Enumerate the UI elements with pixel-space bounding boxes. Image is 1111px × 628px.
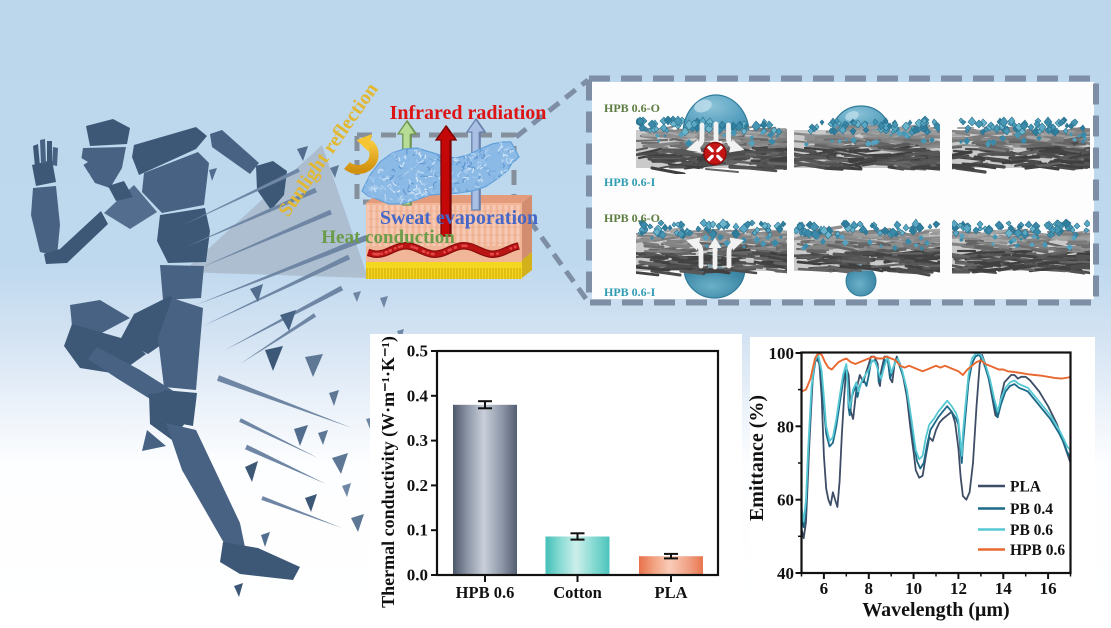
svg-text:10: 10 [905,579,922,598]
svg-text:HPB 0.6: HPB 0.6 [1010,542,1065,559]
svg-text:40: 40 [777,564,794,583]
svg-text:100: 100 [769,344,795,363]
svg-text:60: 60 [777,491,794,510]
svg-text:16: 16 [1040,579,1057,598]
svg-text:0.1: 0.1 [407,521,428,540]
svg-text:Heat conduction: Heat conduction [321,227,455,248]
svg-text:Infrared radiation: Infrared radiation [390,102,547,124]
svg-text:12: 12 [950,579,967,598]
svg-text:0.0: 0.0 [407,566,428,585]
svg-text:HPB 0.6-O: HPB 0.6-O [604,211,660,225]
svg-text:Sweat evaporation: Sweat evaporation [380,207,538,229]
svg-text:0.3: 0.3 [407,431,428,450]
svg-text:0.4: 0.4 [407,386,429,405]
svg-text:HPB 0.6-O: HPB 0.6-O [604,101,660,115]
svg-text:0.2: 0.2 [407,476,428,495]
svg-text:6: 6 [820,579,829,598]
svg-text:PB 0.6: PB 0.6 [1010,522,1053,539]
svg-text:8: 8 [865,579,874,598]
svg-text:PLA: PLA [655,583,688,602]
svg-text:HPB 0.6-I: HPB 0.6-I [604,175,656,189]
svg-text:PLA: PLA [1010,479,1042,496]
svg-text:Cotton: Cotton [553,583,602,602]
svg-text:0.5: 0.5 [407,342,428,361]
svg-text:HPB 0.6: HPB 0.6 [456,583,515,602]
svg-text:14: 14 [995,579,1013,598]
svg-text:PB 0.4: PB 0.4 [1010,501,1053,518]
svg-text:Thermal conductivity (W·m⁻¹·K⁻: Thermal conductivity (W·m⁻¹·K⁻¹) [378,336,399,608]
svg-text:80: 80 [777,417,794,436]
svg-text:Wavelength (μm): Wavelength (μm) [862,599,1009,621]
svg-text:Emittance (%): Emittance (%) [746,395,768,521]
svg-text:HPB 0.6-I: HPB 0.6-I [604,285,656,299]
